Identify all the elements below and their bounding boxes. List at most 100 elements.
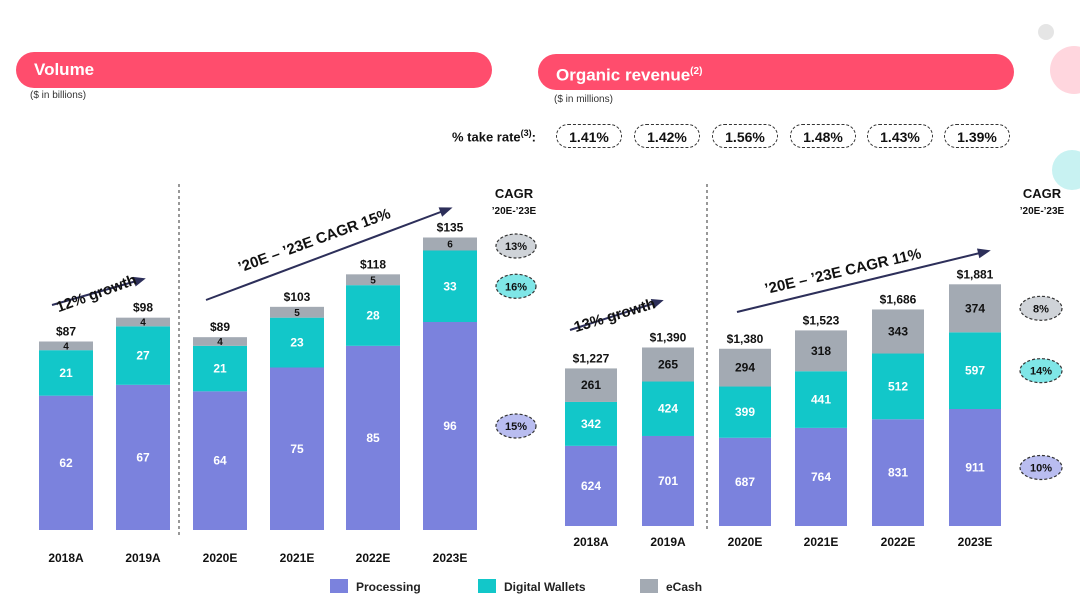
take-rate-colon: : [531,129,536,145]
x-tick-label: 2022E [881,535,916,549]
bar-segment-processing [565,445,617,526]
cagr-oval-digital-wallets [1019,358,1063,384]
bar-total-label: $1,390 [650,330,687,344]
bar-total-label: $98 [133,301,153,315]
legend: Processing Digital Wallets eCash [0,578,1080,600]
bar-segment-ecash [795,330,847,372]
bar-segment-digital-wallets [949,332,1001,409]
cagr-value-digital-wallets: 16% [505,281,527,293]
bar-segment-digital-wallets [39,350,93,396]
bar-segment-ecash [346,274,400,286]
bar-segment-digital-wallets [116,326,170,385]
bar-segment-digital-wallets [642,381,694,436]
bar-value-label: 294 [735,361,755,375]
cagr-value-processing: 15% [505,421,527,433]
cagr-arrow-head [438,207,453,217]
legend-label-ecash: eCash [666,580,703,594]
bar-value-label: 701 [658,474,678,488]
volume-chart: 62 21 4 $87 2018A 67 27 4 $98 2019A 64 21 4 $89 2020E 7… [39,184,537,565]
bar-value-label: 64 [213,454,227,468]
bar-value-label: 911 [965,461,985,475]
legend-swatch-ecash [640,579,658,593]
cagr-arrow-label: ’20E – ’23E CAGR 11% [763,245,923,298]
bar-value-label: 764 [811,470,831,484]
bar-total-label: $1,380 [727,332,764,346]
bar-value-label: 318 [811,344,831,358]
cagr-header: CAGR [495,186,534,201]
bar-value-label: 399 [735,405,755,419]
bar-total-label: $1,686 [880,292,917,306]
cagr-oval-ecash [1019,295,1063,321]
bar-segment-digital-wallets [795,371,847,428]
revenue-chart: 624 342 261 $1,227 2018A 701 424 265 $1,390 2019A… [565,184,1065,549]
bar-segment-digital-wallets [423,250,477,322]
cagr-oval-processing [495,413,537,439]
legend-swatch-processing [330,579,348,593]
take-rate-pill: 1.56% [712,124,778,148]
bar-value-label: 5 [294,308,300,319]
bar-value-label: 265 [658,357,678,371]
growth-label: 12% growth [54,271,139,316]
volume-header: Volume [16,52,492,88]
cagr-arrow [205,209,447,301]
bar-segment-ecash [565,368,617,402]
bar-value-label: 23 [290,336,304,350]
bar-value-label: 28 [366,309,380,323]
take-rate-pill: 1.42% [634,124,700,148]
growth-arrow [569,301,659,331]
x-tick-label: 2023E [433,551,468,565]
bar-value-label: 343 [888,324,908,338]
bar-value-label: 21 [213,362,227,376]
bar-segment-processing [949,409,1001,526]
bar-segment-ecash [642,347,694,382]
bar-total-label: $135 [437,221,464,235]
bar-value-label: 4 [140,318,146,329]
cagr-oval-digital-wallets [495,273,537,299]
revenue-title-note: (2) [690,66,703,77]
bar-segment-ecash [949,284,1001,333]
bar-value-label: 96 [443,419,457,433]
bar-value-label: 6 [447,240,453,251]
cagr-arrow-head [976,248,991,259]
legend-item-ecash: eCash [640,578,702,596]
bar-value-label: 62 [59,456,73,470]
take-rate-pill: 1.41% [556,124,622,148]
bar-segment-ecash [116,317,170,327]
cagr-value-ecash: 8% [1033,303,1049,315]
bar-value-label: 831 [888,466,908,480]
take-rate-pill: 1.39% [944,124,1010,148]
x-tick-label: 2020E [728,535,763,549]
bar-segment-processing [346,345,400,530]
decorative-circle-teal [1052,150,1080,190]
decorative-circle-grey [1038,24,1054,40]
legend-swatch-digital-wallets [478,579,496,593]
bar-total-label: $118 [360,257,386,271]
bar-segment-ecash [872,309,924,354]
bar-value-label: 424 [658,402,678,416]
cagr-oval-ecash [495,233,537,259]
bar-value-label: 5 [370,275,376,286]
cagr-header-sub: ’20E-’23E [1020,206,1065,217]
bar-segment-ecash [39,341,93,351]
cagr-arrow [736,251,985,313]
bar-total-label: $1,523 [803,313,840,327]
bar-value-label: 4 [63,341,69,352]
bar-value-label: 27 [136,349,150,363]
cagr-header-sub: ’20E-’23E [492,206,537,217]
bar-segment-digital-wallets [719,386,771,438]
bar-value-label: 597 [965,364,985,378]
revenue-header: Organic revenue(2) [538,54,1014,90]
bar-segment-processing [642,435,694,526]
bar-segment-processing [423,322,477,530]
x-tick-label: 2021E [280,551,315,565]
legend-label-digital-wallets: Digital Wallets [504,580,586,594]
bar-segment-digital-wallets [270,317,324,368]
bar-total-label: $89 [210,320,230,334]
bar-value-label: 67 [136,450,150,464]
bar-segment-processing [270,367,324,530]
bar-value-label: 342 [581,417,601,431]
bar-value-label: 75 [290,442,304,456]
x-tick-label: 2023E [958,535,993,549]
bar-value-label: 441 [811,393,831,407]
